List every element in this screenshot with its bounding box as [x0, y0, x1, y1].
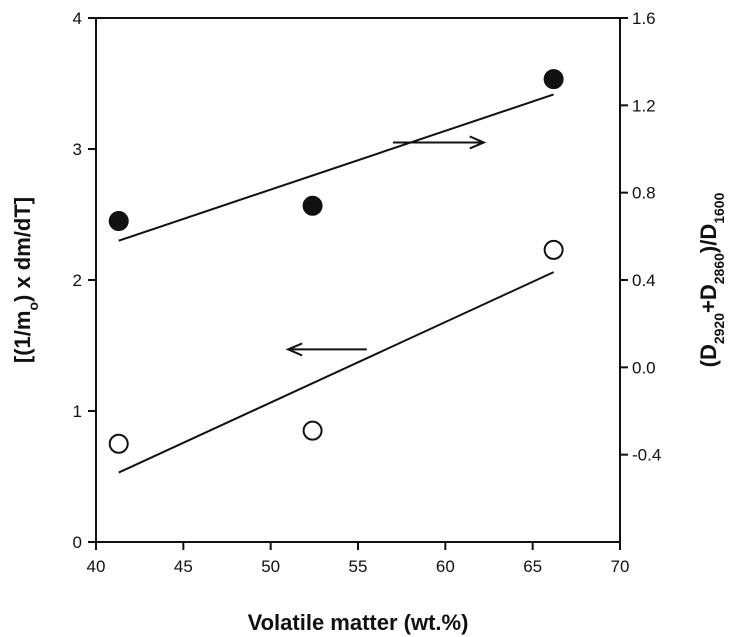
plot-frame [95, 17, 621, 543]
left-y-tick-label: 2 [73, 271, 82, 290]
arrow-head-icon [285, 342, 303, 357]
right-y-axis-title: (D2920+D2860)/D1600 [696, 192, 727, 367]
right-y-tick-label: 0.8 [632, 184, 656, 203]
right-y-tick-label: 0.4 [632, 271, 656, 290]
x-tick-label: 65 [523, 557, 542, 576]
fit-line [118, 271, 555, 474]
x-axis-ticks: 40 45 50 55 60 65 70 [87, 542, 630, 576]
arrow-head-icon [469, 135, 487, 150]
x-axis-title: Volatile matter (wt.%) [248, 610, 469, 635]
left-y-tick-label: 3 [73, 140, 82, 159]
left-y-tick-label: 1 [73, 402, 82, 421]
filled-data-point [302, 195, 323, 216]
open-data-point [543, 239, 564, 260]
right-y-axis-ticks: -0.4 0.0 0.4 0.8 1.2 1.6 [620, 9, 661, 465]
x-tick-label: 50 [261, 557, 280, 576]
x-tick-label: 40 [87, 557, 106, 576]
left-y-tick-label: 4 [73, 9, 82, 28]
x-tick-label: 70 [611, 557, 630, 576]
right-y-tick-label: -0.4 [632, 446, 661, 465]
right-y-tick-label: 1.2 [632, 96, 656, 115]
x-tick-label: 55 [349, 557, 368, 576]
right-y-tick-label: 0.0 [632, 358, 656, 377]
left-y-axis-ticks: 0 1 2 3 4 [73, 9, 96, 552]
filled-data-point [108, 211, 129, 232]
x-tick-label: 60 [436, 557, 455, 576]
left-y-axis-title: [(1/mo) x dm/dT] [10, 197, 41, 363]
filled-data-point [543, 69, 564, 90]
left-y-tick-label: 0 [73, 533, 82, 552]
open-data-point [302, 420, 323, 441]
fit-line [118, 93, 554, 242]
right-y-tick-label: 1.6 [632, 9, 656, 28]
series-layer [108, 69, 564, 474]
x-tick-label: 45 [174, 557, 193, 576]
open-data-point [108, 433, 129, 454]
